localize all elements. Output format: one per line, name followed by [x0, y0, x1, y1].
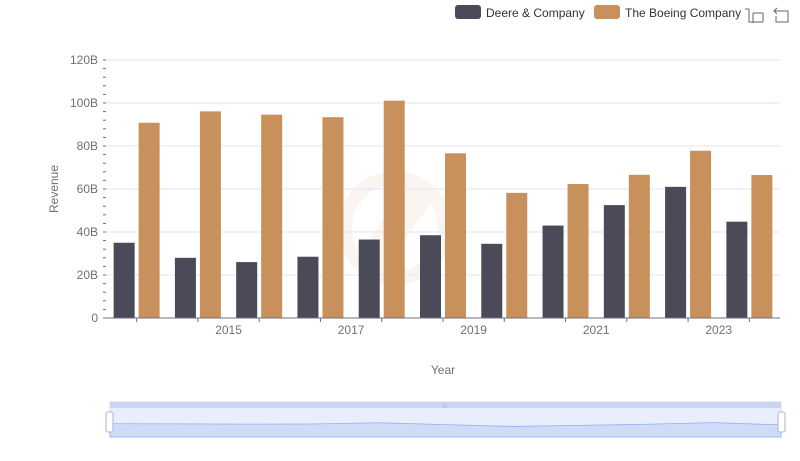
- legend-swatch-boeing: [594, 5, 620, 19]
- bar-boeing-2024[interactable]: [751, 175, 773, 318]
- y-axis-minor-ticks: [103, 59, 106, 319]
- bar-deere-2021[interactable]: [542, 225, 564, 318]
- bar-deere-2022[interactable]: [603, 205, 625, 318]
- y-tick-label: 20B: [77, 268, 98, 282]
- x-tick-label: 2023: [705, 323, 732, 337]
- y-tick-label: 80B: [77, 139, 98, 153]
- bar-boeing-2021[interactable]: [567, 184, 589, 318]
- zoom-reset-icon[interactable]: [773, 7, 789, 23]
- slider-top-bar: [110, 402, 781, 408]
- bar-boeing-2023[interactable]: [690, 150, 712, 318]
- x-tick-label: 2021: [583, 323, 610, 337]
- legend-item-boeing[interactable]: The Boeing Company: [594, 5, 741, 20]
- bar-boeing-2017[interactable]: [322, 117, 344, 318]
- y-tick-label: 40B: [77, 225, 98, 239]
- bar-boeing-2019[interactable]: [445, 153, 466, 318]
- bar-deere-2016[interactable]: [236, 262, 258, 318]
- slider-grip-icon: |||: [443, 403, 447, 409]
- x-axis-title: Year: [431, 363, 455, 377]
- bar-boeing-2020[interactable]: [506, 192, 528, 318]
- bars: [113, 100, 773, 318]
- zoom-icon[interactable]: [745, 8, 764, 23]
- y-tick-label: 100B: [70, 96, 98, 110]
- bar-boeing-2018[interactable]: [383, 100, 405, 318]
- bar-boeing-2016[interactable]: [261, 114, 283, 318]
- bar-deere-2024[interactable]: [726, 221, 748, 318]
- bar-boeing-2014[interactable]: [138, 122, 160, 318]
- y-tick-label: 60B: [77, 182, 98, 196]
- bar-deere-2018[interactable]: [358, 239, 380, 318]
- data-zoom-slider[interactable]: |||: [105, 401, 786, 438]
- legend-label-deere: Deere & Company: [486, 6, 585, 20]
- y-tick-label: 120B: [70, 53, 98, 67]
- legend: Deere & Company The Boeing Company: [455, 5, 741, 20]
- bar-deere-2019[interactable]: [420, 235, 441, 318]
- slider-handle-right[interactable]: [777, 411, 786, 433]
- bar-deere-2015[interactable]: [174, 257, 196, 318]
- y-axis-ticks: 0 20B 40B 60B 80B 100B 120B: [70, 53, 98, 325]
- y-axis-title: Revenue: [47, 165, 61, 213]
- bar-boeing-2015[interactable]: [199, 111, 221, 318]
- bar-deere-2020[interactable]: [481, 243, 503, 318]
- legend-swatch-deere: [455, 5, 481, 19]
- bar-deere-2017[interactable]: [297, 256, 319, 318]
- x-tick-label: 2017: [338, 323, 365, 337]
- x-axis-ticks: 2015 2017 2019 2021 2023: [136, 318, 750, 337]
- legend-label-boeing: The Boeing Company: [625, 6, 741, 20]
- bar-boeing-2022[interactable]: [628, 174, 650, 318]
- legend-item-deere[interactable]: Deere & Company: [455, 5, 585, 20]
- slider-preview-line: [109, 422, 782, 438]
- slider-handle-left[interactable]: [105, 411, 114, 433]
- bar-deere-2014[interactable]: [113, 242, 135, 318]
- x-tick-label: 2019: [460, 323, 487, 337]
- bar-deere-2023[interactable]: [665, 186, 687, 318]
- y-tick-label: 0: [91, 311, 98, 325]
- x-tick-label: 2015: [215, 323, 242, 337]
